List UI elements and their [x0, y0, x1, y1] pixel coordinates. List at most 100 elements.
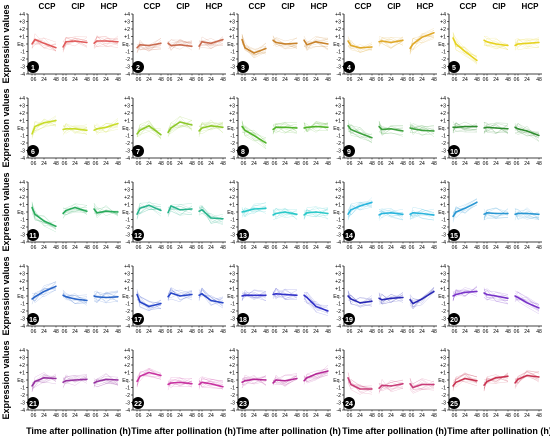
- x-tick-label: 24: [208, 77, 214, 83]
- cluster-7-cip-point: [167, 131, 169, 134]
- y-tick-label: -2: [441, 309, 446, 315]
- x-tick-label: 0: [241, 329, 244, 335]
- gene-trace: [136, 375, 162, 388]
- y-tick-label: +4: [124, 96, 130, 102]
- cluster-23-ccp-point: [244, 380, 246, 382]
- cluster-23-ccp-point: [253, 378, 255, 380]
- x-tick-label: 6: [139, 413, 142, 419]
- cluster-6-hcp-point: [117, 122, 119, 125]
- x-tick-label: 0: [93, 161, 96, 167]
- cluster-6-cip-point: [65, 128, 67, 130]
- cluster-1-hcp-point: [93, 42, 95, 44]
- x-tick-label: 48: [84, 329, 90, 335]
- cluster-6-hcp-point: [105, 126, 107, 128]
- y-tick-label: +3: [440, 104, 446, 110]
- y-tick-label: -4: [20, 240, 25, 246]
- gene-trace: [347, 380, 373, 395]
- gene-trace: [378, 37, 404, 45]
- cluster-number: 1: [31, 65, 35, 72]
- cluster-21-cip-point: [62, 381, 64, 383]
- gene-trace: [241, 376, 267, 386]
- gene-trace: [303, 298, 329, 314]
- x-tick-label: 48: [505, 77, 511, 83]
- gene-trace: [136, 204, 162, 215]
- group-header-cip: CIP: [71, 2, 85, 11]
- x-tick-label: 48: [220, 329, 226, 335]
- group-header-ccp: CCP: [460, 2, 478, 11]
- gene-trace: [62, 37, 88, 49]
- gene-trace: [167, 378, 193, 386]
- cluster-20-cip-point: [495, 295, 497, 297]
- x-tick-label: 6: [244, 245, 247, 251]
- cluster-5-ccp-point: [455, 43, 457, 45]
- cluster-17-cip-point: [170, 292, 172, 294]
- y-tick-label: -3: [336, 149, 341, 155]
- y-tick-label: -2: [336, 309, 341, 315]
- y-tick-label: -2: [336, 57, 341, 63]
- x-tick-label: 6: [350, 161, 353, 167]
- cluster-badge: [448, 397, 460, 409]
- gene-trace: [167, 39, 193, 44]
- x-tick-label: 24: [72, 245, 78, 251]
- x-tick-label: 0: [93, 77, 96, 83]
- gene-trace: [409, 32, 435, 52]
- gene-trace: [514, 124, 540, 142]
- x-tick-label: 0: [167, 413, 170, 419]
- gene-trace: [378, 36, 404, 45]
- x-tick-label: 6: [455, 161, 458, 167]
- y-tick-label: Eq.: [438, 294, 446, 300]
- cluster-25-cip-point: [507, 375, 509, 377]
- gene-trace: [378, 39, 404, 47]
- cluster-number: 11: [29, 233, 37, 240]
- gene-trace: [167, 290, 193, 301]
- gene-trace: [303, 45, 329, 49]
- cluster-10-cip-mean-line: [483, 126, 509, 130]
- x-tick-label: 6: [412, 245, 415, 251]
- y-tick-label: +1: [19, 119, 25, 125]
- cluster-16-cip-point: [86, 299, 88, 302]
- gene-trace: [272, 125, 298, 134]
- cluster-22-ccp-point: [139, 375, 141, 377]
- cluster-7-ccp-point: [148, 125, 150, 127]
- gene-trace: [347, 372, 373, 392]
- gene-trace: [136, 290, 162, 303]
- x-tick-label: 48: [84, 245, 90, 251]
- y-tick-label: +3: [124, 104, 130, 110]
- cluster-badge: [132, 145, 144, 157]
- gene-trace: [514, 128, 540, 137]
- cluster-12-hcp-mean-line: [198, 209, 224, 220]
- x-tick-label: 48: [474, 245, 480, 251]
- cluster-badge: [448, 229, 460, 241]
- gene-trace: [514, 376, 540, 388]
- cluster-22-ccp-point: [136, 380, 138, 383]
- cluster-8-ccp-mean-line: [241, 126, 267, 144]
- gene-trace: [347, 45, 373, 53]
- cluster-1-ccp-mean-line: [31, 38, 57, 49]
- cluster-11-cip-point: [86, 210, 88, 212]
- y-tick-label: -2: [125, 141, 130, 147]
- y-tick-label: +2: [19, 27, 25, 33]
- y-tick-label: +1: [229, 287, 235, 293]
- cluster-19-cip-point: [378, 297, 380, 299]
- cluster-16-cip-point: [62, 294, 64, 296]
- gene-trace: [303, 374, 329, 379]
- x-tick-label: 48: [431, 413, 437, 419]
- x-tick-label: 6: [275, 161, 278, 167]
- x-tick-label: 24: [282, 413, 288, 419]
- y-tick-label: +2: [440, 111, 446, 117]
- x-tick-label: 6: [455, 413, 458, 419]
- cluster-9-ccp-point: [350, 128, 352, 131]
- x-tick-label: 24: [177, 161, 183, 167]
- x-tick-label: 0: [303, 329, 306, 335]
- cluster-2-cip-point: [167, 42, 169, 44]
- cluster-17-hcp-point: [222, 302, 224, 304]
- x-tick-label: 24: [357, 413, 363, 419]
- y-tick-label: +4: [440, 348, 446, 354]
- group-header-hcp: HCP: [311, 2, 329, 11]
- gene-trace: [409, 378, 435, 391]
- group-header-cip: CIP: [492, 2, 506, 11]
- x-tick-label: 24: [146, 329, 152, 335]
- gene-trace: [483, 36, 509, 45]
- y-tick-label: -3: [20, 65, 25, 71]
- group-header-ccp: CCP: [144, 2, 162, 11]
